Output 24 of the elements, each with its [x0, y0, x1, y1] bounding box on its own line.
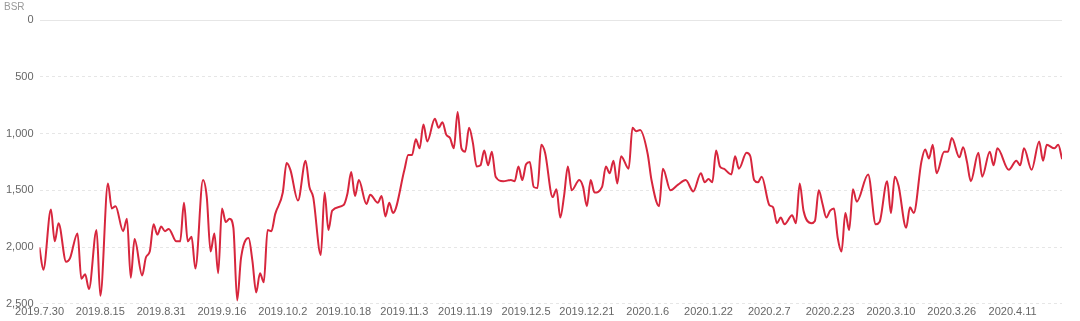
x-tick-label: 2020.1.22	[684, 305, 733, 318]
y-tick-label: 2,500	[6, 296, 34, 309]
y-tick-label: 2,000	[6, 240, 34, 253]
x-tick-label: 2019.12.21	[559, 305, 615, 318]
y-tick-label: 1,500	[6, 183, 34, 196]
y-tick-label: 1,000	[6, 126, 34, 139]
x-tick-label: 2020.4.11	[988, 305, 1037, 318]
x-tick-label: 2020.1.6	[626, 305, 670, 318]
x-tick-label: 2019.10.18	[316, 305, 372, 318]
x-tick-label: 2019.9.16	[197, 305, 247, 318]
line-series	[39, 110, 1062, 302]
x-tick-label: 2020.3.26	[927, 305, 977, 318]
y-tick-label: 0	[27, 13, 34, 26]
x-tick-label: 2020.3.10	[866, 305, 916, 318]
x-tick-label: 2019.8.15	[75, 305, 125, 318]
x-tick-label: 2019.8.31	[136, 305, 186, 318]
x-tick-label: 2019.12.5	[501, 305, 551, 318]
x-tick-label: 2020.2.7	[747, 305, 791, 318]
x-tick-label: 2019.10.2	[258, 305, 308, 318]
y-axis-title: BSR	[4, 0, 25, 12]
y-tick-label: 500	[15, 69, 34, 82]
x-tick-label: 2020.2.23	[805, 305, 855, 318]
x-tick-label: 2019.11.3	[380, 305, 429, 318]
x-tick-label: 2019.11.19	[438, 305, 493, 318]
